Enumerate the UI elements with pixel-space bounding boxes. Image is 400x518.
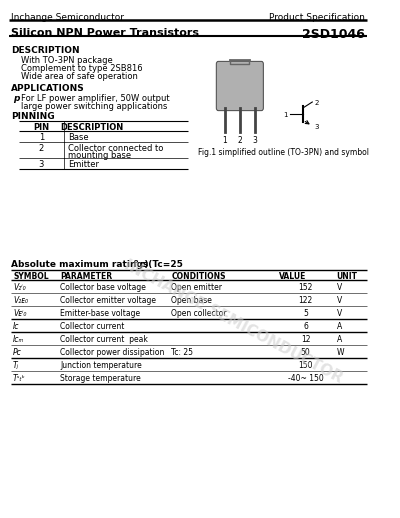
FancyBboxPatch shape [216, 62, 263, 110]
Text: V₂ⁱ₀: V₂ⁱ₀ [13, 283, 26, 292]
Text: Iᴄₘ: Iᴄₘ [13, 335, 24, 344]
Text: APPLICATIONS: APPLICATIONS [11, 84, 85, 93]
Text: Open base: Open base [171, 296, 212, 305]
Text: 1: 1 [39, 133, 44, 142]
Text: DESCRIPTION: DESCRIPTION [60, 123, 124, 132]
Text: 122: 122 [298, 296, 313, 305]
Text: 1: 1 [222, 136, 227, 145]
Text: 152: 152 [298, 283, 313, 292]
Text: Collector current: Collector current [60, 322, 124, 331]
Text: Storage temperature: Storage temperature [60, 374, 141, 383]
Text: Collector emitter voltage: Collector emitter voltage [60, 296, 156, 305]
Text: Emitter: Emitter [68, 160, 99, 169]
Text: Open emitter: Open emitter [171, 283, 222, 292]
Text: 1: 1 [283, 112, 288, 118]
Text: CONDITIONS: CONDITIONS [171, 272, 226, 281]
Text: V: V [337, 283, 342, 292]
Text: DESCRIPTION: DESCRIPTION [11, 46, 80, 55]
Text: A: A [337, 322, 342, 331]
Text: With TO-3PN package: With TO-3PN package [21, 56, 112, 65]
Text: 50: 50 [301, 348, 310, 357]
Text: Emitter-base voltage: Emitter-base voltage [60, 309, 140, 318]
Text: 6: 6 [303, 322, 308, 331]
Text: Silicon NPN Power Transistors: Silicon NPN Power Transistors [11, 28, 199, 38]
Text: p: p [13, 94, 20, 103]
Text: 2: 2 [314, 100, 318, 106]
Text: Collector power dissipation: Collector power dissipation [60, 348, 164, 357]
Text: 5: 5 [303, 309, 308, 318]
Text: 150: 150 [298, 361, 313, 370]
Text: V: V [337, 296, 342, 305]
Text: 3: 3 [314, 124, 319, 130]
Text: 12: 12 [301, 335, 310, 344]
Text: Product Specification: Product Specification [269, 13, 365, 22]
Text: Collector connected to: Collector connected to [68, 144, 163, 153]
Text: o: o [134, 259, 138, 264]
Text: SYMBOL: SYMBOL [13, 272, 49, 281]
Text: W: W [337, 348, 344, 357]
Text: Fig.1 simplified outline (TO-3PN) and symbol: Fig.1 simplified outline (TO-3PN) and sy… [198, 148, 368, 157]
Text: UNIT: UNIT [337, 272, 358, 281]
Text: Absolute maximum ratings(Tc=25: Absolute maximum ratings(Tc=25 [11, 260, 183, 269]
Text: 2: 2 [39, 144, 44, 153]
Text: Vᴇⁱ₀: Vᴇⁱ₀ [13, 309, 26, 318]
Text: Base: Base [68, 133, 88, 142]
Text: 2: 2 [238, 136, 242, 145]
Text: 2SD1046: 2SD1046 [302, 28, 365, 41]
Text: Collector base voltage: Collector base voltage [60, 283, 146, 292]
Text: c): c) [139, 260, 149, 269]
Text: Pᴄ: Pᴄ [13, 348, 22, 357]
Text: Iᴄ: Iᴄ [13, 322, 20, 331]
Text: mounting base: mounting base [68, 151, 131, 160]
Text: PIN: PIN [33, 123, 50, 132]
Text: Junction temperature: Junction temperature [60, 361, 142, 370]
Text: 3: 3 [39, 160, 44, 169]
Text: 3: 3 [252, 136, 257, 145]
Text: Wide area of safe operation: Wide area of safe operation [21, 72, 138, 81]
Text: INCHANGE SEMICONDUCTOR: INCHANGE SEMICONDUCTOR [122, 257, 345, 385]
Text: large power switching applications: large power switching applications [21, 102, 167, 111]
Text: A: A [337, 335, 342, 344]
Text: Collector current  peak: Collector current peak [60, 335, 148, 344]
Text: VALUE: VALUE [279, 272, 307, 281]
Text: Inchange Semiconductor: Inchange Semiconductor [11, 13, 124, 22]
Text: Tc: 25: Tc: 25 [171, 348, 193, 357]
Text: V₂ᴇ₀: V₂ᴇ₀ [13, 296, 28, 305]
Text: For LF power amplifier, 50W output: For LF power amplifier, 50W output [21, 94, 169, 103]
Text: PARAMETER: PARAMETER [60, 272, 112, 281]
Text: Tˢₜᵏ: Tˢₜᵏ [13, 374, 26, 383]
Text: Tⱼ: Tⱼ [13, 361, 19, 370]
Text: -40~ 150: -40~ 150 [288, 374, 324, 383]
Text: PINNING: PINNING [11, 112, 55, 121]
Text: Complement to type 2SB816: Complement to type 2SB816 [21, 64, 142, 73]
Text: V: V [337, 309, 342, 318]
Text: Open collector: Open collector [171, 309, 227, 318]
